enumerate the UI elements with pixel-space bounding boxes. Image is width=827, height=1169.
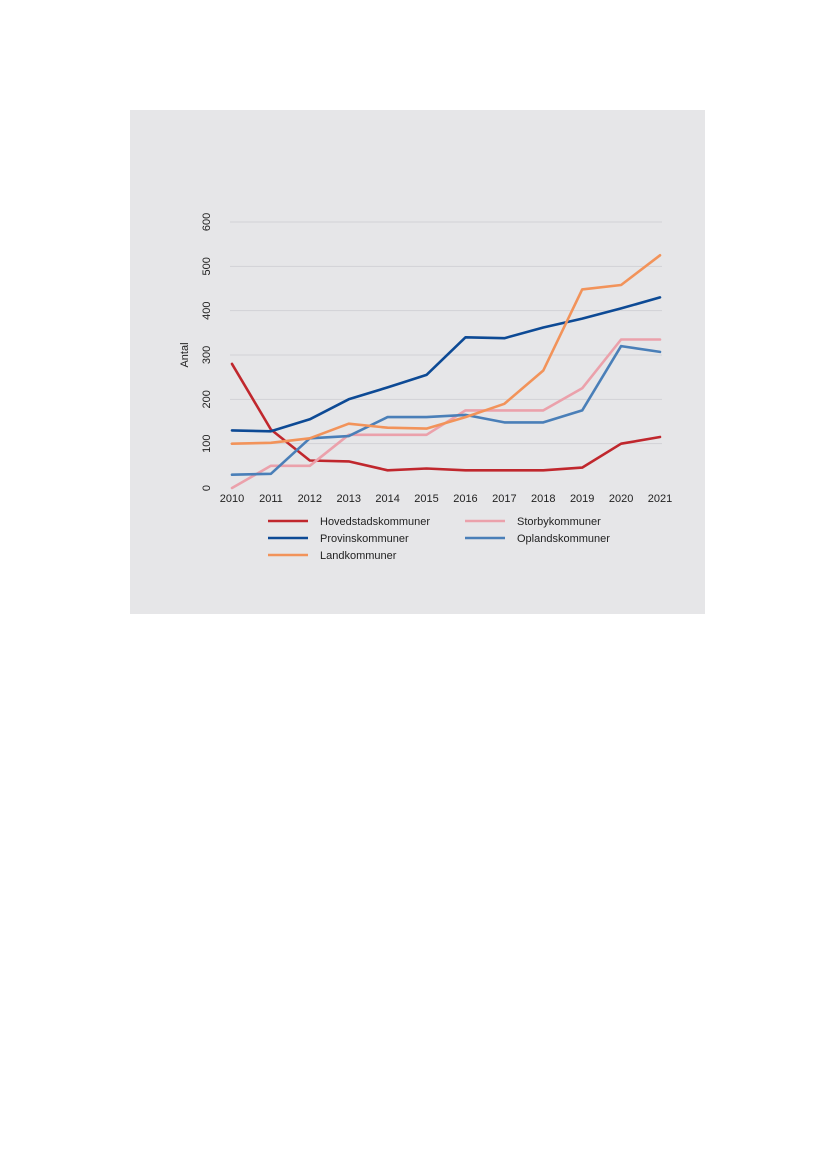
x-axis-ticks: 2010 2011 2012 2013 2014 2015 2016 2017 2018 2019…: [220, 493, 672, 505]
y-tick-label: 200: [201, 390, 213, 408]
series-lines: [230, 254, 662, 490]
x-tick-label: 2015: [414, 493, 438, 505]
series-line-hovedstadskommuner: [230, 362, 662, 472]
series-line-oplandskommuner: [230, 344, 662, 477]
x-tick-label: 2018: [531, 493, 555, 505]
y-tick-label: 0: [201, 485, 213, 491]
y-tick-label: 400: [201, 301, 213, 319]
x-tick-label: 2019: [570, 493, 594, 505]
y-tick-label: 500: [201, 257, 213, 275]
x-tick-label: 2010: [220, 493, 244, 505]
x-tick-label: 2014: [375, 493, 399, 505]
x-tick-label: 2012: [298, 493, 322, 505]
x-tick-label: 2016: [453, 493, 477, 505]
y-tick-label: 100: [201, 434, 213, 452]
x-tick-label: 2011: [259, 493, 283, 505]
gridlines: [230, 221, 662, 445]
x-tick-label: 2013: [336, 493, 360, 505]
y-tick-label: 600: [201, 213, 213, 231]
legend-label: Landkommuner: [320, 550, 397, 562]
series-line-provinskommuner: [230, 296, 662, 433]
chart-panel: 0 100 200 300 400 500 600 2010 2011 2012 2013 2014…: [130, 110, 705, 614]
line-chart: 0 100 200 300 400 500 600 2010 2011 2012 2013 2014…: [179, 213, 672, 562]
y-axis-ticks: 0 100 200 300 400 500 600: [201, 213, 213, 491]
legend-label: Oplandskommuner: [517, 533, 610, 545]
legend-label: Provinskommuner: [320, 533, 409, 545]
legend-label: Storbykommuner: [517, 516, 601, 528]
y-tick-label: 300: [201, 346, 213, 364]
x-tick-label: 2020: [609, 493, 633, 505]
legend: Hovedstadskommuner Storbykommuner Provinsk…: [268, 516, 610, 562]
y-axis-label: Antal: [179, 342, 191, 367]
x-tick-label: 2017: [492, 493, 516, 505]
series-line-landkommuner: [230, 254, 662, 446]
legend-label: Hovedstadskommuner: [320, 516, 430, 528]
series-line-storbykommuner: [230, 338, 662, 490]
x-tick-label: 2021: [648, 493, 672, 505]
